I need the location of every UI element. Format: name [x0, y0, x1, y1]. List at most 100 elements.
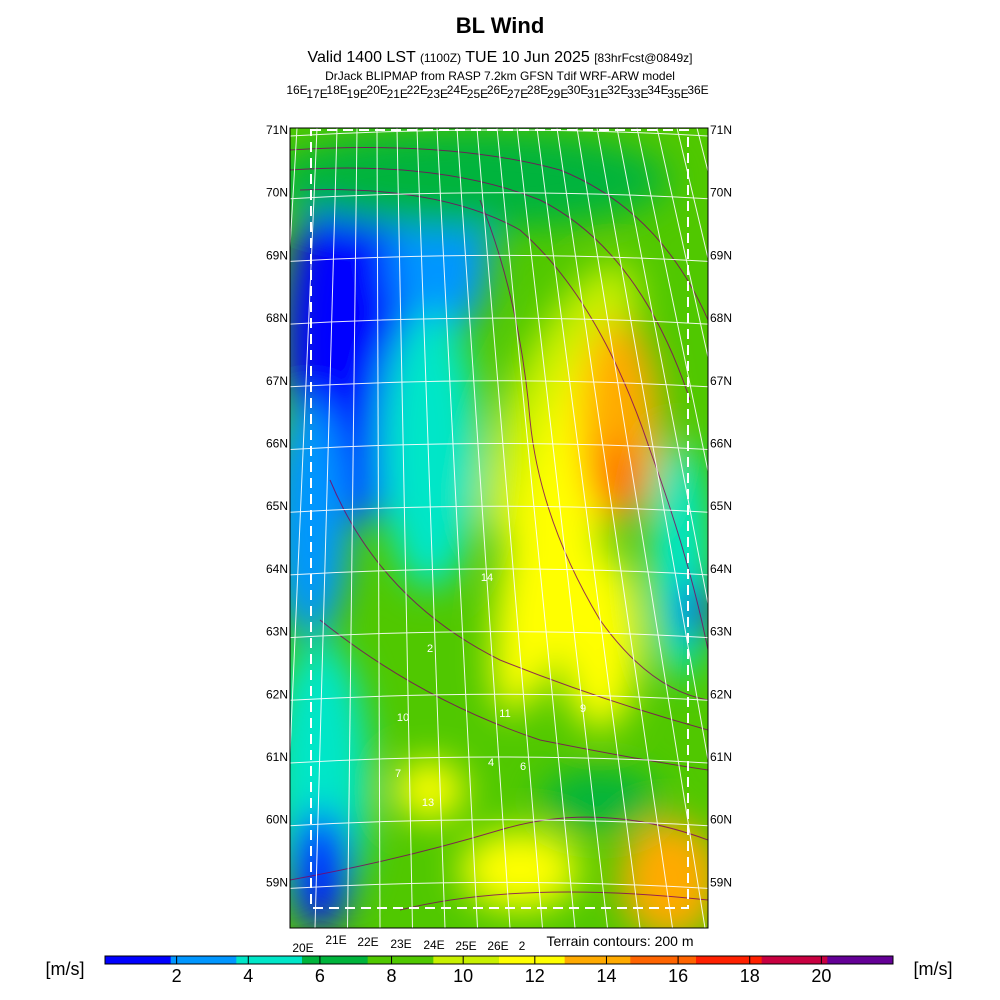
- meridian: [314, 128, 338, 928]
- lat-label-left: 69N: [266, 248, 288, 262]
- colorbar-segment: [564, 956, 631, 964]
- colorbar-segment: [302, 956, 369, 964]
- lon-label-bottom: 23E: [390, 937, 411, 951]
- title: BL Wind: [456, 13, 545, 38]
- parallel: [290, 756, 708, 764]
- colorbar-tick-label: 4: [243, 966, 253, 986]
- colorbar-tick-label: 16: [668, 966, 688, 986]
- streamlines: [290, 147, 708, 911]
- contour-label: 10: [397, 712, 409, 724]
- lat-label-left: 68N: [266, 311, 288, 325]
- domain-box: [310, 129, 689, 909]
- contour-label: 11: [499, 708, 510, 720]
- meridian: [576, 128, 706, 928]
- lon-label: 26E: [487, 83, 508, 97]
- lat-label-right: 62N: [710, 687, 732, 701]
- colorbar-segment: [433, 956, 500, 964]
- lon-label: 36E: [687, 83, 708, 97]
- graticule: [290, 128, 708, 928]
- parallel: [290, 129, 708, 137]
- lat-label-right: 68N: [710, 311, 732, 325]
- parallel: [290, 693, 708, 701]
- lon-label: 31E: [587, 87, 608, 101]
- parallel: [290, 631, 708, 639]
- lat-label-right: 70N: [710, 186, 732, 200]
- lat-label-right: 65N: [710, 499, 732, 513]
- lon-label: 29E: [547, 87, 568, 101]
- contour-label: 7: [395, 768, 401, 780]
- colorbar-segment: [170, 956, 237, 964]
- lon-label: 34E: [647, 83, 668, 97]
- parallel: [290, 317, 708, 325]
- colorbar-segment: [499, 956, 566, 964]
- lon-label-bottom: 26E: [487, 939, 508, 953]
- lat-label-right: 69N: [710, 248, 732, 262]
- contour-label: 2: [427, 643, 433, 655]
- lat-label-left: 59N: [266, 875, 288, 889]
- colorbar-frame: [104, 955, 894, 965]
- lon-label-bottom: 22E: [357, 935, 378, 949]
- lat-label-right: 63N: [710, 625, 732, 639]
- colorbar-segment: [630, 956, 697, 964]
- lon-label-bottom: 20E: [292, 941, 313, 955]
- colorbar-segment: [367, 956, 434, 964]
- meridian: [456, 128, 511, 928]
- date: TUE 10 Jun 2025: [465, 49, 590, 66]
- lon-label: 23E: [427, 87, 448, 101]
- lat-label-left: 71N: [266, 123, 288, 137]
- parallel: [290, 254, 708, 262]
- unit-right: [m/s]: [914, 959, 953, 979]
- lon-label: 25E: [467, 87, 488, 101]
- lat-label-right: 66N: [710, 437, 732, 451]
- colorbar-segment: [696, 956, 763, 964]
- lon-label-bottom: 24E: [423, 938, 444, 952]
- parallel: [290, 443, 708, 450]
- parallel: [290, 568, 708, 576]
- lat-label-left: 60N: [266, 813, 288, 827]
- colorbar-tick-label: 20: [811, 966, 831, 986]
- subtitle: DrJack BLIPMAP from RASP 7.2km GFSN Tdif…: [325, 69, 675, 83]
- utc: (1100Z): [420, 51, 461, 65]
- valid: Valid 1400 LST: [308, 49, 416, 66]
- meridian: [616, 128, 708, 607]
- parallel: [290, 881, 708, 889]
- lat-label-right: 60N: [710, 813, 732, 827]
- lon-label: 17E: [306, 87, 327, 101]
- lat-label-left: 61N: [266, 750, 288, 764]
- lon-label: 22E: [407, 83, 428, 97]
- terrain-note: Terrain contours: 200 m: [546, 933, 693, 949]
- colorbar-tick-label: 2: [172, 966, 182, 986]
- contour-label: 13: [422, 797, 434, 809]
- lon-label: 35E: [667, 87, 688, 101]
- lon-label: 27E: [507, 87, 528, 101]
- lon-label-bottom: 2: [519, 939, 526, 953]
- meridian: [376, 128, 381, 928]
- meridian: [536, 128, 641, 928]
- meridian: [556, 128, 673, 928]
- meridian: [396, 128, 413, 928]
- contour-label: 4: [488, 757, 494, 769]
- meridian: [656, 128, 708, 360]
- colorbar-tick-label: 10: [453, 966, 473, 986]
- lon-label: 24E: [447, 83, 468, 97]
- valid-line: Valid 1400 LST (1100Z) TUE 10 Jun 2025 […: [308, 49, 693, 66]
- lat-label-left: 62N: [266, 687, 288, 701]
- meridian: [347, 128, 358, 928]
- meridian: [596, 128, 708, 763]
- parallel: [290, 505, 708, 513]
- colorbar-segment: [827, 956, 894, 964]
- lon-label: 19E: [346, 87, 367, 101]
- wind-field: [290, 128, 708, 928]
- map-frame: [289, 127, 709, 929]
- colorbar-tick-label: 6: [315, 966, 325, 986]
- lat-label-right: 67N: [710, 374, 732, 388]
- meridian: [516, 128, 608, 928]
- meridian: [436, 128, 478, 928]
- parallel: [290, 192, 708, 200]
- parallel: [290, 380, 708, 388]
- colorbar-tick-label: 8: [387, 966, 397, 986]
- forecast: [83hrFcst@0849z]: [594, 51, 692, 65]
- lat-label-right: 61N: [710, 750, 732, 764]
- colorbar-segment: [236, 956, 303, 964]
